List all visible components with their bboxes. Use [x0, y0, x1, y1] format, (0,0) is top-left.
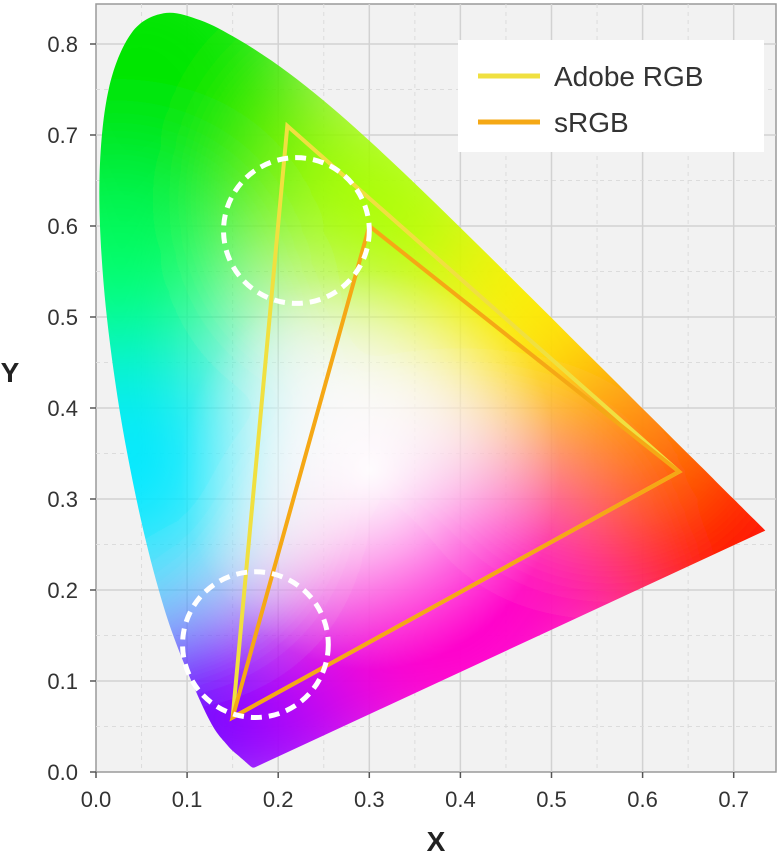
- x-tick-label: 0.7: [718, 787, 749, 812]
- legend-box: [458, 40, 764, 152]
- y-axis-title: Y: [1, 357, 20, 388]
- y-tick-label: 0.2: [47, 578, 78, 603]
- x-tick-label: 0.0: [81, 787, 112, 812]
- y-tick-label: 0.8: [47, 32, 78, 57]
- x-axis-title: X: [427, 826, 446, 852]
- x-tick-label: 0.5: [536, 787, 567, 812]
- annotation-circles: [180, 155, 372, 720]
- x-tick-label: 0.1: [172, 787, 203, 812]
- gamut-triangles: [229, 121, 683, 722]
- axis-ticks: 0.0 0.1 0.2 0.3 0.4 0.5 0.6 0.7 0.0 0.1 0.2 0.3 0.4 0…: [47, 32, 749, 812]
- gamut-triangle-1: [229, 222, 683, 722]
- x-tick-label: 0.4: [445, 787, 476, 812]
- legend: Adobe RGB sRGB: [458, 40, 764, 152]
- dashed-circle-1: [180, 569, 331, 720]
- y-tick-label: 0.0: [47, 760, 78, 785]
- y-tick-label: 0.6: [47, 214, 78, 239]
- y-tick-label: 0.5: [47, 305, 78, 330]
- x-tick-label: 0.6: [627, 787, 658, 812]
- y-tick-label: 0.3: [47, 487, 78, 512]
- y-tick-label: 0.1: [47, 669, 78, 694]
- legend-label-srgb: sRGB: [554, 107, 629, 138]
- y-tick-label: 0.7: [47, 123, 78, 148]
- dashed-circle-0: [221, 155, 372, 306]
- y-tick-label: 0.4: [47, 396, 78, 421]
- x-tick-label: 0.3: [354, 787, 385, 812]
- legend-label-adobe-rgb: Adobe RGB: [554, 61, 703, 92]
- x-tick-label: 0.2: [263, 787, 294, 812]
